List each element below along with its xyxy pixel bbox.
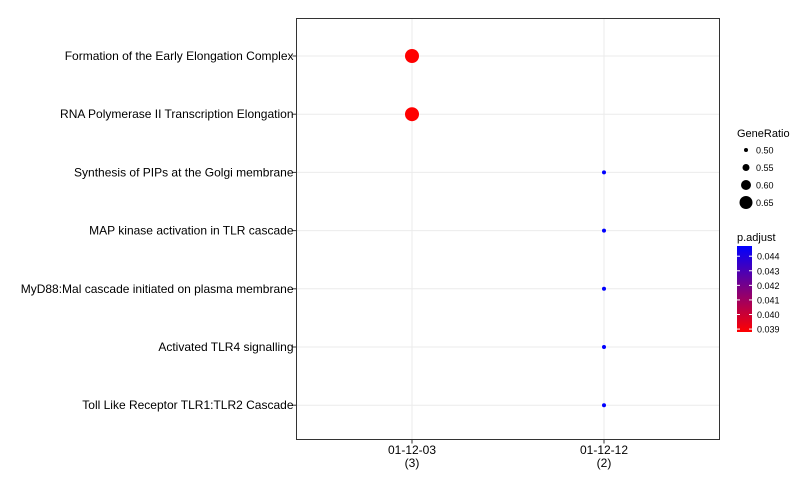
x-tick-count: (3) — [405, 456, 420, 470]
color-bar-label: 0.044 — [757, 252, 780, 262]
y-tick-label: Synthesis of PIPs at the Golgi membrane — [74, 165, 294, 179]
y-tick-label: RNA Polymerase II Transcription Elongati… — [60, 107, 293, 121]
color-bar-label: 0.043 — [757, 266, 780, 276]
legend-size-key — [739, 196, 753, 209]
legend-gene-ratio-title: GeneRatio — [737, 128, 790, 140]
legend-size-key — [744, 148, 748, 152]
legend-size-label: 0.60 — [756, 181, 774, 191]
x-tick-count: (2) — [597, 456, 612, 470]
y-tick-label: MyD88:Mal cascade initiated on plasma me… — [21, 282, 294, 296]
plot-panel-border — [296, 18, 720, 440]
y-tick-label: Formation of the Early Elongation Comple… — [65, 49, 294, 63]
data-point — [602, 228, 606, 233]
y-tick-label: Toll Like Receptor TLR1:TLR2 Cascade — [82, 398, 294, 412]
color-bar-label: 0.040 — [757, 310, 780, 320]
color-bar-label: 0.042 — [757, 281, 780, 291]
legend-p-adjust: p.adjust 0.044 0.043 0.042 0.041 0.040 0.039 — [737, 232, 780, 335]
data-point — [405, 107, 419, 122]
data-point — [602, 170, 606, 175]
color-bar-label: 0.041 — [757, 295, 780, 305]
data-point — [602, 403, 606, 408]
legend-gene-ratio: GeneRatio 0.50 0.55 0.60 0.65 — [737, 128, 790, 209]
legend-size-label: 0.65 — [756, 198, 774, 208]
legend-size-label: 0.50 — [756, 146, 774, 156]
legend-size-key — [742, 164, 750, 171]
x-axis: 01-12-03(3) 01-12-12(2) — [388, 439, 628, 470]
x-tick-label: 01-12-03 — [388, 443, 436, 457]
grid-lines — [296, 18, 720, 440]
y-tick-label: Activated TLR4 signalling — [158, 340, 293, 354]
y-tick-label: MAP kinase activation in TLR cascade — [89, 224, 294, 238]
data-points — [405, 49, 606, 408]
data-point — [405, 49, 419, 63]
legend-size-key — [741, 180, 751, 190]
y-axis: Formation of the Early Elongation Comple… — [21, 49, 297, 412]
legend-p-adjust-title: p.adjust — [737, 232, 776, 244]
data-point — [602, 345, 606, 349]
color-bar-label: 0.039 — [757, 325, 780, 335]
data-point — [602, 286, 606, 291]
x-tick-label: 01-12-12 — [580, 443, 628, 457]
color-bar — [737, 246, 752, 332]
legend-size-label: 0.55 — [756, 163, 774, 173]
